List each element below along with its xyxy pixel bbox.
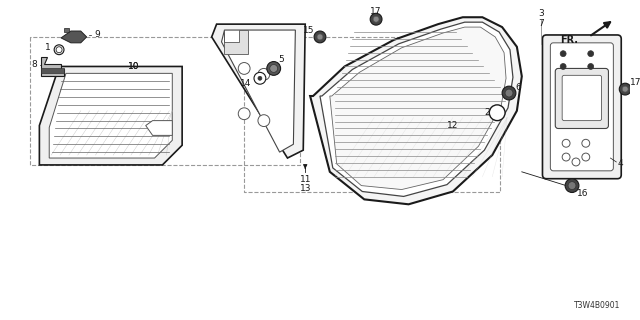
Text: 2: 2 <box>484 108 490 117</box>
Circle shape <box>314 31 326 43</box>
Circle shape <box>238 108 250 120</box>
Text: 4: 4 <box>618 159 623 168</box>
Circle shape <box>54 45 64 55</box>
Text: 7: 7 <box>539 19 545 28</box>
Text: 9: 9 <box>95 30 100 39</box>
Text: 10: 10 <box>128 62 140 71</box>
Text: 8: 8 <box>31 60 37 69</box>
Circle shape <box>254 72 266 84</box>
Text: 5: 5 <box>278 55 284 64</box>
Circle shape <box>502 86 516 100</box>
Text: 13: 13 <box>300 184 311 193</box>
Circle shape <box>560 63 566 69</box>
Polygon shape <box>49 73 172 158</box>
Circle shape <box>620 83 631 95</box>
Circle shape <box>370 13 382 25</box>
Text: 1: 1 <box>45 43 51 52</box>
Circle shape <box>565 179 579 193</box>
Circle shape <box>373 16 379 22</box>
Circle shape <box>490 105 505 121</box>
Text: 14: 14 <box>240 79 251 88</box>
Polygon shape <box>221 30 295 152</box>
Circle shape <box>582 153 589 161</box>
Circle shape <box>582 139 589 147</box>
FancyBboxPatch shape <box>562 75 602 121</box>
Text: 11: 11 <box>300 175 311 184</box>
Circle shape <box>560 51 566 57</box>
Circle shape <box>505 89 513 97</box>
Circle shape <box>622 86 628 92</box>
Text: T3W4B0901: T3W4B0901 <box>574 301 620 310</box>
Text: 10: 10 <box>128 62 140 71</box>
Polygon shape <box>42 57 64 76</box>
Polygon shape <box>320 22 513 196</box>
Text: 15: 15 <box>303 26 314 35</box>
Circle shape <box>562 139 570 147</box>
Text: 12: 12 <box>447 121 459 130</box>
Circle shape <box>568 182 576 189</box>
Circle shape <box>238 62 250 74</box>
Circle shape <box>572 158 580 166</box>
Polygon shape <box>225 30 248 54</box>
FancyBboxPatch shape <box>556 68 609 129</box>
Polygon shape <box>146 121 172 135</box>
Text: 17: 17 <box>371 7 382 16</box>
Circle shape <box>588 51 594 57</box>
Polygon shape <box>310 17 522 204</box>
Circle shape <box>258 68 270 80</box>
Text: 6: 6 <box>515 83 521 92</box>
Polygon shape <box>212 24 305 158</box>
Text: FR.: FR. <box>560 35 578 45</box>
Circle shape <box>562 153 570 161</box>
Text: 17: 17 <box>630 78 640 87</box>
Polygon shape <box>61 31 86 43</box>
Circle shape <box>56 47 62 53</box>
FancyBboxPatch shape <box>550 43 613 171</box>
Circle shape <box>258 115 270 126</box>
Circle shape <box>267 61 280 75</box>
Circle shape <box>588 63 594 69</box>
Polygon shape <box>64 28 69 32</box>
Text: 16: 16 <box>577 189 588 198</box>
Circle shape <box>270 65 278 72</box>
Circle shape <box>258 76 262 80</box>
FancyBboxPatch shape <box>543 35 621 179</box>
Polygon shape <box>40 67 182 165</box>
Polygon shape <box>330 27 506 189</box>
Polygon shape <box>42 68 64 73</box>
Circle shape <box>317 34 323 40</box>
Text: 3: 3 <box>539 9 545 18</box>
